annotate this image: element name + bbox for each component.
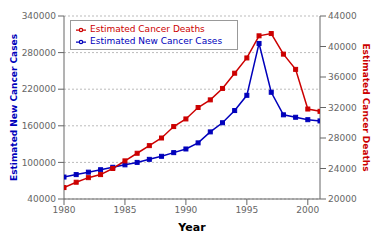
html-text:Estimated New Cancer Cases: Estimated New Cancer Cases	[90, 36, 223, 46]
svg-text:28000: 28000	[328, 133, 357, 143]
svg-text:1985: 1985	[113, 205, 136, 215]
svg-text:280000: 280000	[22, 48, 57, 58]
svg-text:40000: 40000	[328, 42, 357, 52]
svg-text:44000: 44000	[328, 11, 357, 21]
svg-text:220000: 220000	[22, 84, 57, 94]
svg-text:Estimated Cancer Deaths: Estimated Cancer Deaths	[361, 43, 371, 171]
svg-text:24000: 24000	[328, 164, 357, 174]
html-text:Estimated Cancer Deaths: Estimated Cancer Deaths	[90, 24, 205, 34]
svg-text:40000: 40000	[27, 194, 56, 204]
svg-text:Year: Year	[177, 221, 206, 233]
svg-text:100000: 100000	[22, 158, 57, 168]
svg-text:2000: 2000	[296, 205, 319, 215]
svg-text:Estimated New Cancer Cases: Estimated New Cancer Cases	[9, 34, 19, 181]
svg-text:160000: 160000	[22, 121, 57, 131]
svg-text:1980: 1980	[53, 205, 76, 215]
svg-text:1995: 1995	[235, 205, 258, 215]
svg-text:20000: 20000	[328, 194, 357, 204]
svg-text:36000: 36000	[328, 72, 357, 82]
svg-text:1990: 1990	[174, 205, 197, 215]
svg-text:32000: 32000	[328, 103, 357, 113]
svg-text:340000: 340000	[22, 11, 57, 21]
